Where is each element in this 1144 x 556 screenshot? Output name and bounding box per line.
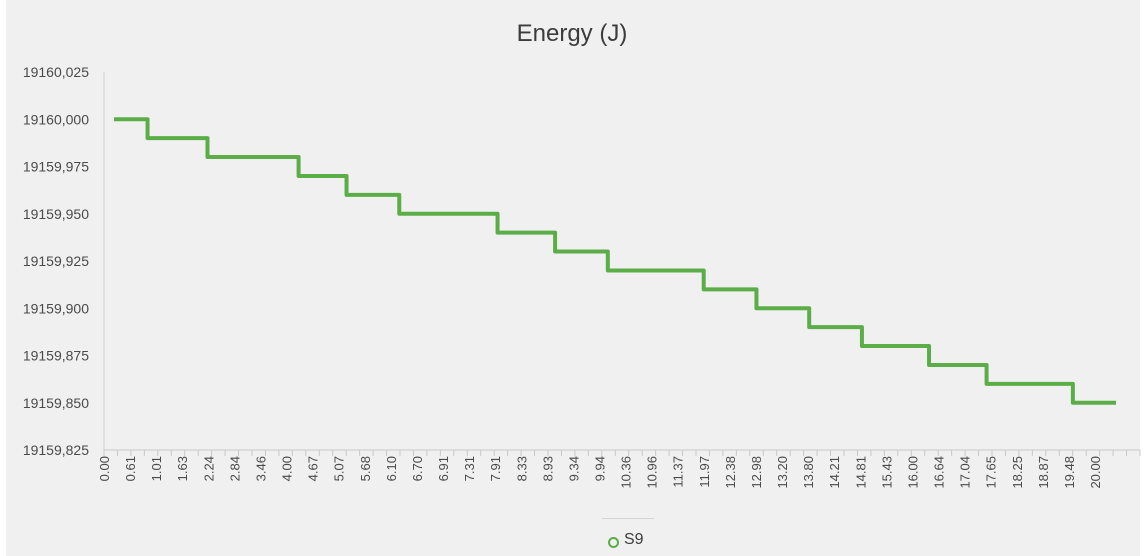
x-tick-label: 7.91 xyxy=(488,456,503,481)
x-tick-label: 6.70 xyxy=(410,456,425,481)
x-tick-label: 20.00 xyxy=(1088,456,1103,489)
x-tick-label: 4.67 xyxy=(306,456,321,481)
x-tick-label: 14.21 xyxy=(827,456,842,489)
x-tick-label: 4.00 xyxy=(280,456,295,481)
x-tick-label: 17.04 xyxy=(958,456,973,489)
x-tick-label: 13.20 xyxy=(775,456,790,489)
x-tick-label: 6.91 xyxy=(436,456,451,481)
x-tick-label: 7.31 xyxy=(462,456,477,481)
x-tick-label: 5.07 xyxy=(332,456,347,481)
x-axis: 0.00 0.61 1.01 1.63 2.24 2.84 3.46 4.00 4.67 5.07… xyxy=(97,449,1141,489)
x-tick-label: 1.63 xyxy=(175,456,190,481)
x-tick-label: 9.34 xyxy=(566,456,581,481)
x-tick-label: 14.81 xyxy=(853,456,868,489)
x-tick-label: 5.68 xyxy=(358,456,373,481)
chart-title: Energy (J) xyxy=(516,20,628,47)
x-tick-label: 1.01 xyxy=(149,456,164,481)
x-tick-label: 12.98 xyxy=(749,456,764,489)
legend-marker-icon xyxy=(608,537,619,548)
x-tick-label: 0.00 xyxy=(97,456,112,481)
x-tick-label: 17.65 xyxy=(984,456,999,489)
series-line-s9[interactable] xyxy=(114,117,1117,405)
x-tick-label: 6.10 xyxy=(384,456,399,481)
x-tick-label: 8.93 xyxy=(540,456,555,481)
legend-label: S9 xyxy=(624,531,644,548)
y-tick-label: 19159,825 xyxy=(23,442,89,458)
x-tick-label: 9.94 xyxy=(593,456,608,481)
legend[interactable]: S9 xyxy=(602,518,654,549)
x-tick-label: 18.87 xyxy=(1036,456,1051,489)
y-tick-label: 19159,925 xyxy=(23,253,89,269)
y-tick-label: 19160,025 xyxy=(23,64,89,80)
x-tick-label: 16.64 xyxy=(932,456,947,489)
x-tick-label: 11.97 xyxy=(697,456,712,488)
x-tick-label: 8.33 xyxy=(514,456,529,481)
x-tick-label: 13.80 xyxy=(801,456,816,489)
x-tick-label: 11.37 xyxy=(671,456,686,488)
y-axis: 19160,025 19160,000 19159,975 19159,950 1915… xyxy=(23,64,105,458)
x-tick-label: 2.84 xyxy=(227,456,242,481)
y-tick-label: 19159,900 xyxy=(23,300,89,316)
x-tick-label: 2.24 xyxy=(201,456,216,481)
x-tick-label: 16.00 xyxy=(905,456,920,489)
x-tick-label: 12.38 xyxy=(723,456,738,489)
x-tick-label: 10.36 xyxy=(619,456,634,489)
y-tick-label: 19159,950 xyxy=(23,206,89,222)
y-tick-label: 19159,975 xyxy=(23,159,89,175)
series-layer xyxy=(114,117,1117,405)
x-tick-label: 18.25 xyxy=(1010,456,1025,489)
x-tick-label: 19.48 xyxy=(1062,456,1077,489)
x-tick-label: 10.96 xyxy=(645,456,660,489)
x-tick-label: 3.46 xyxy=(253,456,268,481)
x-tick-label: 15.43 xyxy=(879,456,894,489)
y-tick-label: 19160,000 xyxy=(23,111,89,127)
y-tick-label: 19159,850 xyxy=(23,395,89,411)
y-tick-label: 19159,875 xyxy=(23,348,89,364)
x-tick-label: 0.61 xyxy=(123,456,138,481)
